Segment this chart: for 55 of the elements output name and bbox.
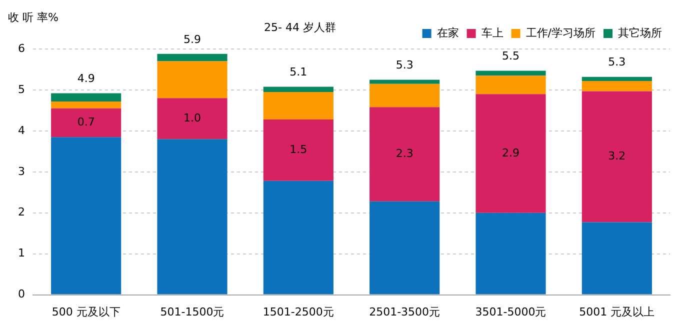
bar xyxy=(157,54,228,62)
legend-label: 在家 xyxy=(436,26,459,40)
bar xyxy=(51,137,122,294)
data-label: 0.7 xyxy=(77,116,95,129)
bar xyxy=(582,91,652,222)
y-tick-label: 1 xyxy=(18,246,25,260)
bar xyxy=(51,101,122,108)
bar xyxy=(263,86,334,92)
total-label: 5.9 xyxy=(184,32,201,46)
bar xyxy=(476,212,546,294)
bar xyxy=(263,92,334,120)
total-label: 5.3 xyxy=(396,58,414,72)
x-tick-label: 500 元及以下 xyxy=(52,305,120,318)
total-label: 4.9 xyxy=(77,72,95,86)
y-tick-label: 3 xyxy=(18,164,25,178)
x-tick-label: 501-1500元 xyxy=(160,305,224,318)
y-tick-label: 6 xyxy=(18,42,25,55)
y-tick-label: 0 xyxy=(18,288,25,301)
total-label: 5.3 xyxy=(608,56,626,69)
x-tick-label: 2501-3500元 xyxy=(369,305,440,318)
y-tick-label: 5 xyxy=(18,82,25,96)
bar xyxy=(370,84,440,108)
x-tick-label: 1501-2500元 xyxy=(262,305,334,318)
y-axis-title: 收 听 率% xyxy=(8,10,58,24)
data-label: 2.3 xyxy=(396,147,414,160)
total-label: 5.5 xyxy=(502,50,520,63)
y-tick-label: 4 xyxy=(18,124,25,137)
chart-title: 25- 44 岁人群 xyxy=(264,20,336,34)
bar xyxy=(370,80,440,84)
bar xyxy=(582,222,652,294)
bar xyxy=(157,61,228,98)
bar xyxy=(476,94,546,213)
bar xyxy=(582,80,652,92)
bar xyxy=(370,107,440,202)
data-label: 2.9 xyxy=(502,146,520,160)
bar xyxy=(51,93,122,102)
bar xyxy=(157,139,228,294)
data-label: 1.0 xyxy=(184,112,201,125)
bar xyxy=(51,108,122,138)
bar xyxy=(263,119,334,181)
bar xyxy=(582,76,652,81)
data-label: 1.5 xyxy=(290,143,308,156)
legend-label: 车上 xyxy=(481,26,504,40)
x-tick-label: 3501-5000元 xyxy=(475,305,546,318)
x-tick-label: 5001 元及以上 xyxy=(579,305,655,318)
bar xyxy=(157,98,228,140)
bar xyxy=(476,70,546,76)
data-label: 3.2 xyxy=(608,150,626,163)
total-label: 5.1 xyxy=(290,66,308,79)
bar xyxy=(370,201,440,294)
legend-label: 其它场所 xyxy=(618,26,662,40)
legend-label: 工作/学习场所 xyxy=(526,26,596,40)
y-tick-label: 2 xyxy=(18,206,25,219)
bar xyxy=(476,76,546,94)
bar xyxy=(263,180,334,294)
